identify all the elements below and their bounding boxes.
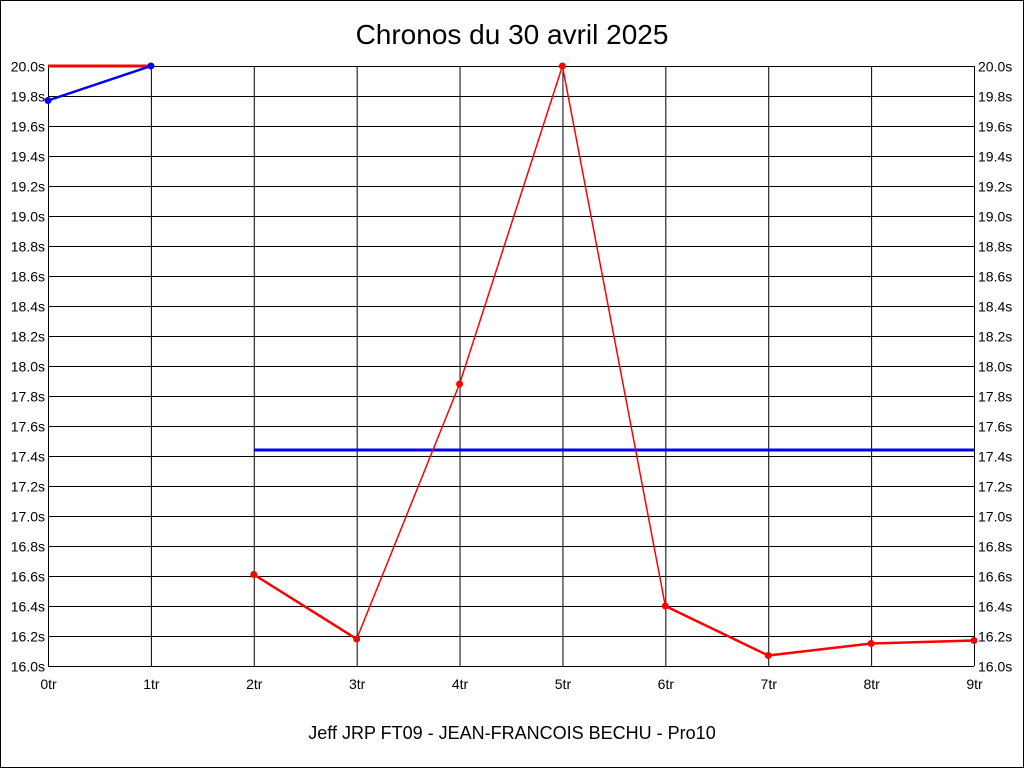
y-tick-label-left: 17.4s <box>11 449 45 465</box>
y-tick-label-right: 18.2s <box>978 329 1012 345</box>
y-tick-label-right: 19.2s <box>978 179 1012 195</box>
y-tick-label-right: 17.8s <box>978 389 1012 405</box>
y-tick-label-right: 17.2s <box>978 479 1012 495</box>
y-tick-label-right: 18.4s <box>978 299 1012 315</box>
y-tick-label-right: 16.8s <box>978 539 1012 555</box>
x-tick-label: 4tr <box>452 676 469 692</box>
series-3-segment <box>458 65 564 385</box>
series-3-point <box>764 652 772 659</box>
x-tick-label: 7tr <box>761 676 778 692</box>
series-1-point <box>44 97 52 104</box>
y-tick-label-right: 16.2s <box>978 629 1012 645</box>
y-tick-label-right: 19.8s <box>978 89 1012 105</box>
x-tick-label: 0tr <box>40 676 57 692</box>
y-tick-label-left: 19.6s <box>11 119 45 135</box>
series-3-point <box>867 640 875 647</box>
y-tick-label-left: 19.2s <box>11 179 45 195</box>
y-tick-label-left: 17.0s <box>11 509 45 525</box>
series-1-point <box>147 62 155 70</box>
x-tick-label: 8tr <box>863 676 880 692</box>
y-tick-label-left: 16.2s <box>11 629 45 645</box>
chart-title: Chronos du 30 avril 2025 <box>356 19 669 50</box>
y-tick-label-left: 16.0s <box>11 659 45 675</box>
y-tick-label-left: 18.0s <box>11 359 45 375</box>
y-tick-label-left: 18.2s <box>11 329 45 345</box>
chart-footer: Jeff JRP FT09 - JEAN-FRANCOIS BECHU - Pr… <box>308 723 715 743</box>
x-tick-label: 3tr <box>349 676 366 692</box>
y-tick-label-left: 17.8s <box>11 389 45 405</box>
y-tick-label-right: 17.0s <box>978 509 1012 525</box>
y-tick-label-right: 16.6s <box>978 569 1012 585</box>
y-tick-label-left: 19.8s <box>11 89 45 105</box>
y-tick-label-right: 17.4s <box>978 449 1012 465</box>
series-3-point <box>558 62 566 70</box>
series-3-point <box>250 571 258 578</box>
y-tick-label-right: 18.8s <box>978 239 1012 255</box>
y-tick-label-left: 16.4s <box>11 599 45 615</box>
y-tick-label-left: 19.4s <box>11 149 45 165</box>
y-tick-label-left: 18.6s <box>11 269 45 285</box>
series-3-segment <box>355 383 461 640</box>
y-tick-label-right: 19.0s <box>978 209 1012 225</box>
y-tick-label-right: 18.6s <box>978 269 1012 285</box>
y-tick-label-right: 19.4s <box>978 149 1012 165</box>
grid: 16.0s 16.0s 16.2s 16.2s 16.4s 16.4s 16.6s 16.6s… <box>11 59 1013 693</box>
series-3-segment <box>768 642 872 657</box>
y-tick-label-left: 16.6s <box>11 569 45 585</box>
series-3-segment <box>561 65 667 607</box>
series-3-segment <box>253 573 358 641</box>
y-tick-label-right: 19.6s <box>978 119 1012 135</box>
y-tick-label-right: 16.0s <box>978 659 1012 675</box>
series-3-point <box>970 637 978 644</box>
y-tick-label-left: 18.8s <box>11 239 45 255</box>
y-tick-label-left: 18.4s <box>11 299 45 315</box>
y-tick-label-right: 20.0s <box>978 59 1012 75</box>
x-tick-label: 2tr <box>246 676 263 692</box>
x-tick-label: 9tr <box>966 676 983 692</box>
y-tick-label-right: 17.6s <box>978 419 1012 435</box>
series-1-segment <box>47 64 152 102</box>
x-tick-label: 1tr <box>143 676 160 692</box>
series-3-point <box>353 635 361 643</box>
y-tick-label-left: 17.6s <box>11 419 45 435</box>
y-tick-label-right: 18.0s <box>978 359 1012 375</box>
series-group <box>44 62 978 659</box>
y-tick-label-left: 17.2s <box>11 479 45 495</box>
x-tick-label: 6tr <box>658 676 675 692</box>
x-tick-label: 5tr <box>555 676 572 692</box>
series-3-point <box>456 380 464 388</box>
series-3-segment <box>871 639 975 645</box>
y-tick-label-left: 16.8s <box>11 539 45 555</box>
y-tick-label-left: 20.0s <box>11 59 45 75</box>
y-tick-label-right: 16.4s <box>978 599 1012 615</box>
series-3-point <box>661 602 669 610</box>
series-3-segment <box>664 604 769 657</box>
y-tick-label-left: 19.0s <box>11 209 45 225</box>
